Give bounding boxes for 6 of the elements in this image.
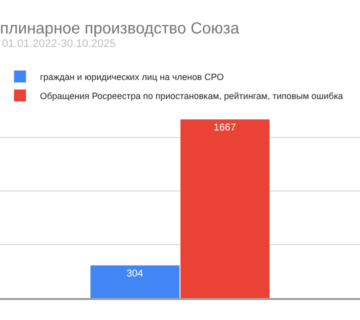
legend-label: граждан и юридических лиц на членов СРО (40, 72, 224, 82)
chart-title: плинарное производство Союза (0, 20, 240, 38)
data-label: 1667 (214, 122, 236, 134)
legend-label: Обращения Росреестра по приостановкам, рейтингам, типовым ошибка (40, 91, 343, 102)
chart-subtitle: 01.01.2022-30.10.2025 (2, 38, 116, 50)
data-label: 304 (126, 268, 144, 280)
